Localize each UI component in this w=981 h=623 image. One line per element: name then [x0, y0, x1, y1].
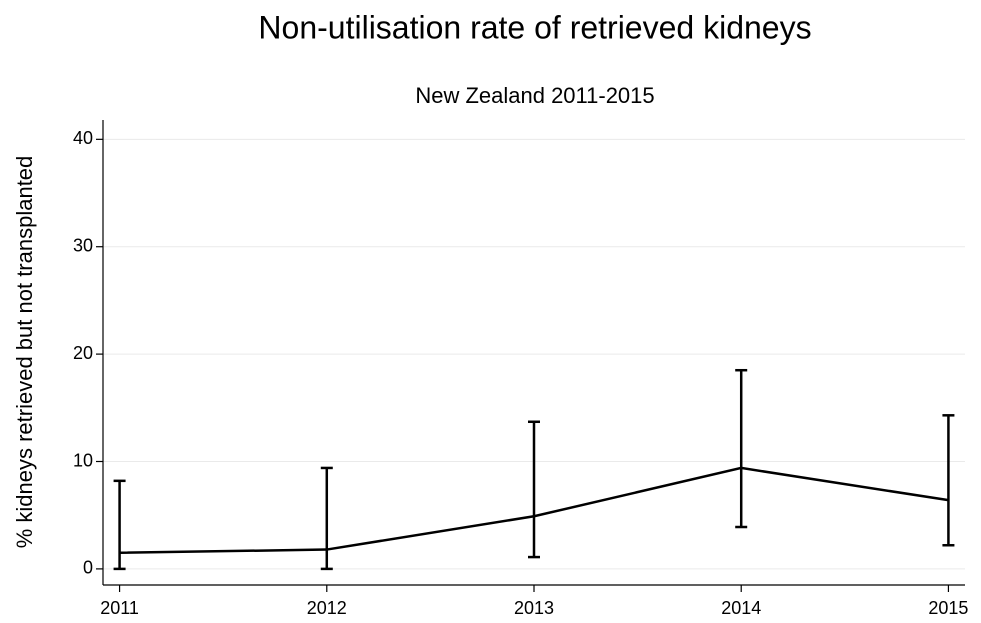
y-tick-label: 10	[73, 450, 93, 470]
y-tick-label: 20	[73, 343, 93, 363]
x-tick-label: 2011	[100, 598, 139, 618]
y-tick-label: 0	[83, 558, 93, 578]
chart-subtitle: New Zealand 2011-2015	[415, 83, 654, 108]
x-tick-label: 2013	[514, 598, 554, 618]
x-tick-label: 2012	[307, 598, 347, 618]
y-axis-label: % kidneys retrieved but not transplanted	[12, 156, 37, 549]
line	[119, 466, 949, 555]
y-tick-label: 40	[73, 128, 93, 148]
x-tick-label: 2015	[928, 598, 968, 618]
chart-title: Non-utilisation rate of retrieved kidney…	[258, 9, 811, 45]
y-tick-label: 30	[73, 235, 93, 255]
x-tick-label: 2014	[721, 598, 761, 618]
